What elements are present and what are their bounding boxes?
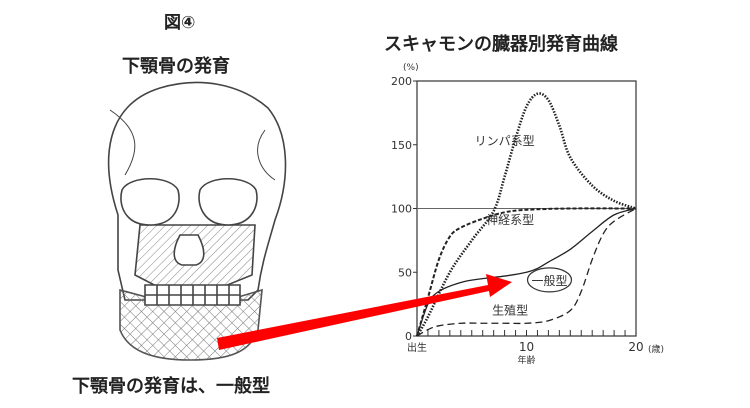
y-axis-label: (%)	[403, 63, 419, 73]
caption: 下顎骨の発育は、一般型	[72, 376, 270, 397]
x-axis-label: 年齢	[517, 354, 535, 366]
highlight-ellipse	[526, 267, 573, 293]
x-tick-label: 10	[519, 340, 534, 354]
series-label: リンパ系型	[475, 134, 535, 148]
series-label: 神経系型	[486, 213, 534, 227]
y-tick-label: 0	[405, 330, 412, 343]
y-tick-label: 100	[391, 203, 412, 216]
series-line-4	[416, 207, 637, 337]
x-tick-label: 20	[628, 340, 643, 354]
series-label: 一般型	[531, 273, 567, 288]
figure-label: 図④	[164, 13, 196, 33]
series-label: 生殖型	[492, 302, 528, 317]
y-tick-label: 150	[391, 139, 412, 152]
y-tick-label: 50	[398, 266, 412, 279]
nasal-cavity	[173, 234, 205, 266]
red-arrow	[217, 274, 512, 350]
series-line-2	[416, 207, 637, 337]
series-line-3	[416, 207, 637, 337]
left-orbit	[120, 178, 180, 226]
y-tick-label: 200	[391, 75, 412, 88]
right-orbit	[198, 178, 258, 226]
chart-title: スキャモンの臓器別発育曲線	[384, 34, 618, 55]
left-title: 下顎骨の発育	[122, 56, 230, 77]
x-unit-label: (歳)	[648, 343, 664, 355]
x-tick-label: 出生	[407, 341, 427, 354]
